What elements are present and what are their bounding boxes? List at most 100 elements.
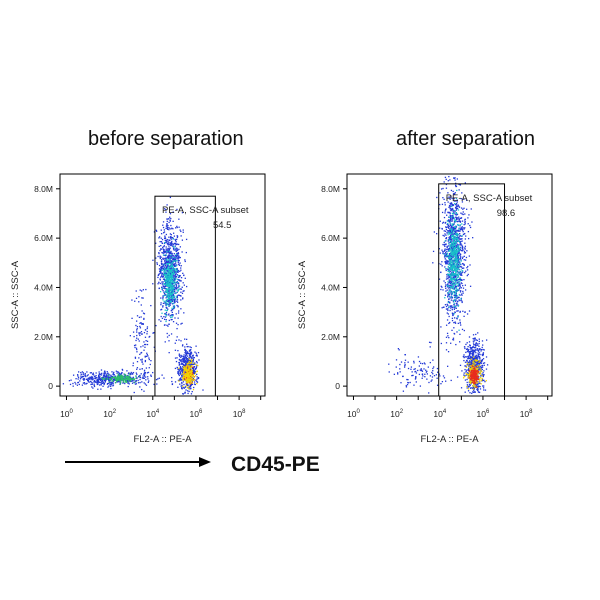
data-point xyxy=(452,269,454,271)
data-point xyxy=(171,275,174,277)
data-point xyxy=(452,270,454,272)
data-point xyxy=(453,254,455,256)
data-point xyxy=(128,375,131,377)
data-point xyxy=(463,250,466,253)
data-point xyxy=(129,373,132,376)
data-point xyxy=(407,367,410,370)
data-point xyxy=(143,313,146,315)
data-point xyxy=(140,316,142,318)
data-point xyxy=(170,283,172,285)
data-point xyxy=(455,220,457,222)
data-point xyxy=(170,224,172,227)
data-point xyxy=(456,318,458,320)
data-point xyxy=(454,280,457,282)
data-point xyxy=(144,359,147,362)
data-point xyxy=(463,359,465,362)
data-point xyxy=(441,307,443,309)
data-point xyxy=(170,269,173,271)
data-point xyxy=(449,284,452,286)
data-point xyxy=(453,248,456,251)
data-point xyxy=(168,274,170,276)
data-point xyxy=(474,355,477,358)
data-point xyxy=(124,382,126,385)
data-point xyxy=(109,378,111,380)
data-point xyxy=(459,225,461,227)
data-point xyxy=(186,355,189,357)
data-point xyxy=(171,278,174,281)
data-point xyxy=(453,273,456,275)
data-point xyxy=(459,272,461,274)
data-point xyxy=(167,248,169,251)
data-point xyxy=(165,267,167,269)
data-point xyxy=(150,304,152,307)
data-point xyxy=(447,249,450,251)
data-point xyxy=(461,201,464,203)
data-point xyxy=(463,278,465,281)
data-point xyxy=(459,183,462,186)
data-point xyxy=(458,271,460,273)
data-point xyxy=(176,299,179,301)
data-point xyxy=(114,376,116,378)
data-point xyxy=(462,208,464,210)
data-point xyxy=(150,360,152,362)
data-point xyxy=(426,378,428,380)
data-point xyxy=(451,218,454,220)
data-point xyxy=(182,367,185,370)
data-point xyxy=(459,221,462,223)
data-point xyxy=(448,197,450,199)
data-point xyxy=(461,301,463,304)
data-point xyxy=(95,374,97,377)
data-point xyxy=(116,379,118,381)
data-point xyxy=(450,189,453,192)
data-point xyxy=(183,369,185,372)
data-point xyxy=(167,277,169,279)
data-point xyxy=(444,212,446,214)
data-point xyxy=(169,301,171,303)
data-point xyxy=(161,267,163,270)
data-point xyxy=(479,361,482,364)
data-point xyxy=(462,256,464,258)
data-point xyxy=(451,209,453,211)
data-point xyxy=(125,377,127,379)
data-point xyxy=(185,354,188,356)
data-point xyxy=(459,242,462,244)
data-point xyxy=(419,369,421,371)
data-point xyxy=(141,297,143,299)
data-point xyxy=(435,374,438,376)
data-point xyxy=(444,221,447,224)
data-point xyxy=(177,252,180,255)
data-point xyxy=(127,382,129,384)
data-point xyxy=(186,357,189,360)
data-point xyxy=(481,359,484,361)
data-point xyxy=(202,389,204,391)
data-point xyxy=(160,309,162,311)
data-point xyxy=(165,252,168,254)
data-point xyxy=(450,203,452,205)
data-point xyxy=(460,263,462,266)
data-point xyxy=(116,377,118,379)
data-point xyxy=(193,366,195,368)
data-point xyxy=(478,385,480,388)
data-point xyxy=(466,356,468,358)
data-point xyxy=(441,227,443,230)
data-point xyxy=(447,219,450,221)
data-point xyxy=(451,259,453,261)
data-point xyxy=(477,362,480,365)
data-point xyxy=(467,349,469,351)
data-point xyxy=(186,381,188,384)
data-point xyxy=(469,226,472,229)
data-point xyxy=(475,363,477,366)
data-point xyxy=(170,252,172,254)
data-point xyxy=(109,380,111,382)
data-point xyxy=(176,366,178,369)
data-point xyxy=(130,380,132,382)
data-point xyxy=(190,359,193,362)
data-point xyxy=(453,283,455,285)
data-point xyxy=(170,228,172,230)
data-point xyxy=(400,382,402,384)
data-point xyxy=(156,262,158,264)
data-point xyxy=(441,286,443,288)
data-point xyxy=(184,346,186,348)
data-point xyxy=(452,228,454,230)
data-point xyxy=(460,269,462,271)
